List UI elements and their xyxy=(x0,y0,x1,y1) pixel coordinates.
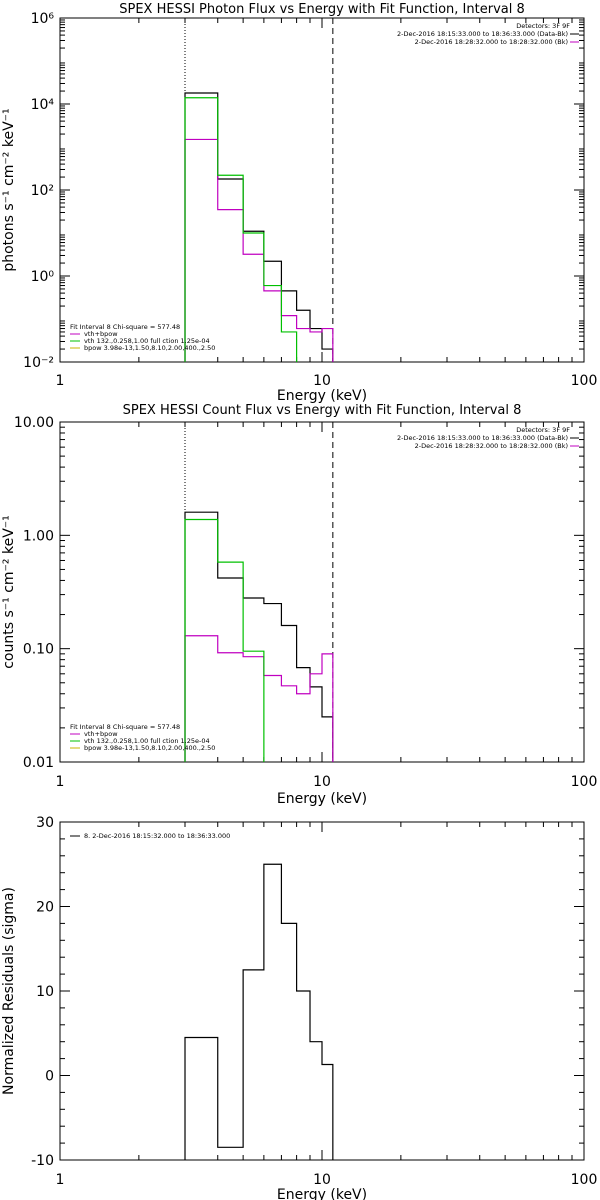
y-tick-label: 0.10 xyxy=(23,642,54,658)
y-axis-label: photons s⁻¹ cm⁻² keV⁻¹ xyxy=(1,108,17,271)
y-tick-label: 20 xyxy=(36,900,54,916)
series-data-bk xyxy=(184,511,334,762)
legend-top: Detectors: 3F 9F2-Dec-2016 18:15:33.000 … xyxy=(397,426,579,450)
chart-panel-1: 1 10 100 10⁻² 10⁰ 10² 10⁴ 10⁶ SPEX HESSI Photon … xyxy=(1,2,598,404)
x-tick-label: 100 xyxy=(571,373,598,389)
legend-entry: 2-Dec-2016 18:15:33.000 to 18:36:33.000 … xyxy=(397,30,568,38)
plot-frame xyxy=(59,17,585,363)
x-axis-label: Energy (keV) xyxy=(277,1187,367,1200)
y-tick-label: 10⁴ xyxy=(31,97,55,113)
legend-header: Detectors: 3F 9F xyxy=(516,22,570,30)
legend-entry: vth 132.,0.258,1.00 full ction 1.25e-04 xyxy=(84,337,210,345)
series-vth xyxy=(184,518,265,762)
chart-title: SPEX HESSI Photon Flux vs Energy with Fi… xyxy=(119,2,525,17)
y-tick-label: 10.00 xyxy=(14,415,54,431)
legend-fit-header: Fit Interval 8 Chi-square = 577.48 xyxy=(70,723,180,731)
chart-panel-2: 1 10 100 0.01 0.10 1.00 10.00 SPEX HESSI Count … xyxy=(1,403,598,807)
legend-entry: 8. 2-Dec-2016 18:15:32.000 to 18:36:33.0… xyxy=(84,832,230,840)
y-tick-label: -10 xyxy=(31,1153,54,1169)
legend-header: Detectors: 3F 9F xyxy=(516,426,570,434)
y-tick-label: 0 xyxy=(45,1069,54,1085)
plot-area xyxy=(184,511,334,762)
y-tick-label: 30 xyxy=(36,815,54,831)
legend-fit-header: Fit Interval 8 Chi-square = 577.48 xyxy=(70,323,180,331)
x-tick-label: 10 xyxy=(313,1172,331,1188)
legend-bottom: Fit Interval 8 Chi-square = 577.48vth+bp… xyxy=(70,323,215,352)
y-axis-label: Normalized Residuals (sigma) xyxy=(1,887,17,1095)
chart-title: SPEX HESSI Count Flux vs Energy with Fit… xyxy=(123,403,522,418)
legend-top: Detectors: 3F 9F2-Dec-2016 18:15:33.000 … xyxy=(397,22,579,46)
y-tick-label: 1.00 xyxy=(23,528,54,544)
legend-bottom: Fit Interval 8 Chi-square = 577.48vth+bp… xyxy=(70,723,215,752)
legend-entry: 2-Dec-2016 18:15:33.000 to 18:36:33.000 … xyxy=(397,434,568,442)
legend-entry: vth 132.,0.258,1.00 full ction 1.25e-04 xyxy=(84,737,210,745)
legend-entry: vth+bpow xyxy=(84,330,118,338)
y-tick-label: 10 xyxy=(36,984,54,1000)
x-tick-label: 100 xyxy=(571,774,598,790)
y-tick-label: 10⁶ xyxy=(31,11,55,27)
plot-area xyxy=(184,863,334,1160)
y-tick-label: 10² xyxy=(31,183,54,199)
legend-entry: bpow 3.98e-13,1.50,8.10,2.00,400.,2.50 xyxy=(84,744,215,752)
legend-entry: vth+bpow xyxy=(84,730,118,738)
x-tick-label: 10 xyxy=(313,774,331,790)
plot-area xyxy=(184,92,334,362)
x-tick-label: 100 xyxy=(571,1172,598,1188)
y-axis-label: counts s⁻¹ cm⁻² keV⁻¹ xyxy=(1,515,17,669)
x-axis-label: Energy (keV) xyxy=(277,791,367,807)
x-tick-label: 1 xyxy=(56,1172,65,1188)
series-vth xyxy=(184,97,298,362)
x-tick-label: 1 xyxy=(56,373,65,389)
series-residuals xyxy=(184,863,334,1160)
legend-top: 8. 2-Dec-2016 18:15:32.000 to 18:36:33.0… xyxy=(70,832,230,840)
series-bk xyxy=(184,635,334,762)
chart-panel-3: 1 10 100 -10 0 10 20 30 Energy (keV) Normalized R… xyxy=(1,815,597,1200)
legend-entry: 2-Dec-2016 18:28:32.000 to 18:28:32.000 … xyxy=(415,442,568,450)
legend-entry: bpow 3.98e-13,1.50,8.10,2.00,400.,2.50 xyxy=(84,344,215,352)
x-axis-label: Energy (keV) xyxy=(277,388,367,404)
x-tick-label: 10 xyxy=(313,373,331,389)
x-tick-label: 1 xyxy=(56,774,65,790)
series-data-bk xyxy=(184,92,334,362)
y-tick-label: 10⁰ xyxy=(31,269,55,285)
legend-entry: 2-Dec-2016 18:28:32.000 to 18:28:32.000 … xyxy=(415,38,568,46)
plot-frame xyxy=(59,821,585,1161)
y-tick-label: 0.01 xyxy=(23,755,54,771)
y-tick-label: 10⁻² xyxy=(23,355,54,371)
series-vth-bpow xyxy=(184,138,334,362)
